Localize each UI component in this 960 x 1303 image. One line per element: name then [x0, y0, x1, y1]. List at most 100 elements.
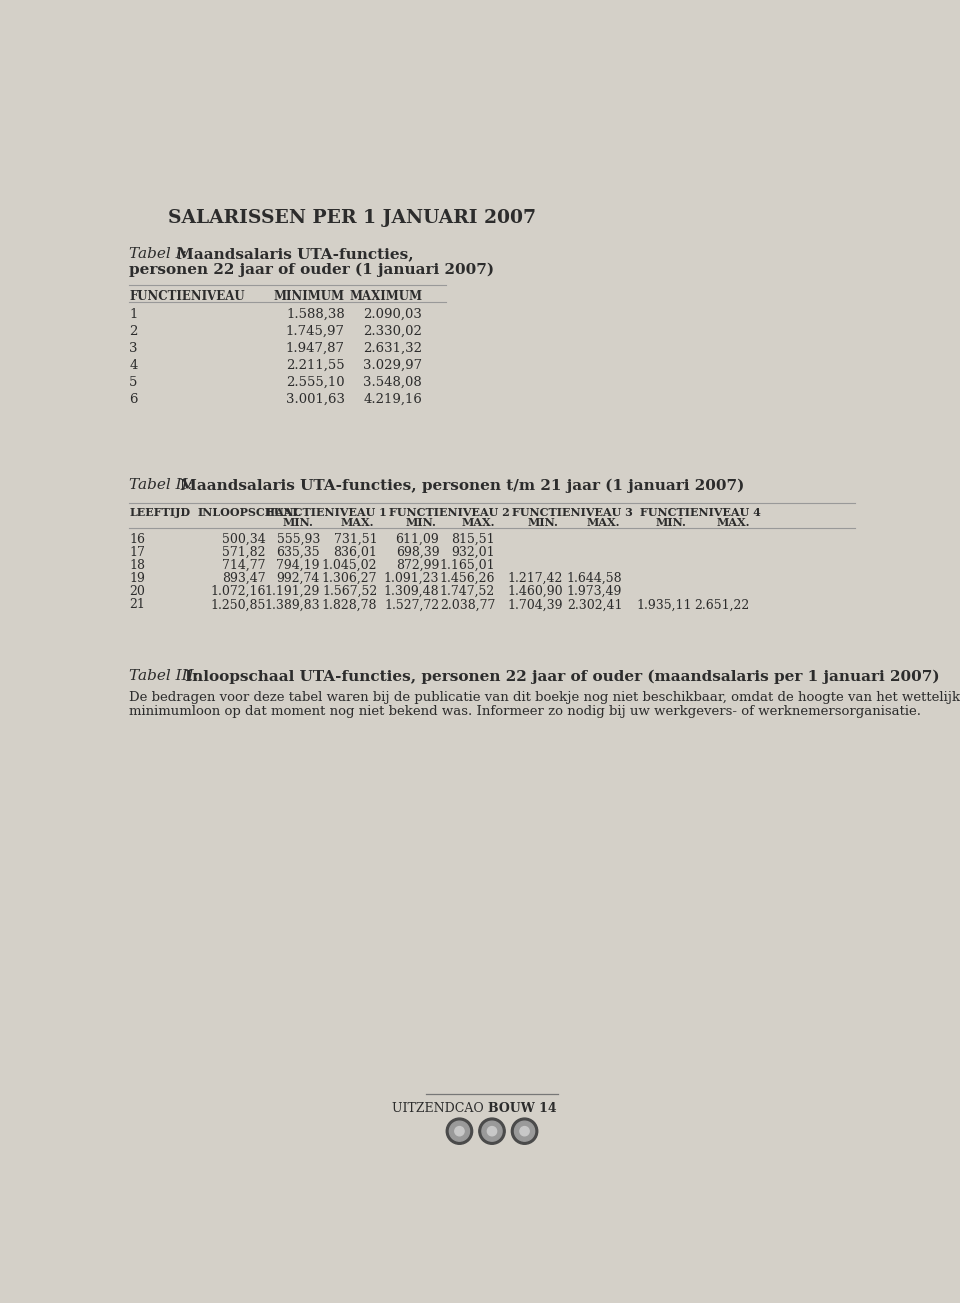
Text: 2.330,02: 2.330,02: [364, 324, 422, 337]
Text: 6: 6: [130, 392, 138, 405]
Text: 2.090,03: 2.090,03: [364, 308, 422, 321]
Text: 1.389,83: 1.389,83: [264, 598, 320, 611]
Text: MAX.: MAX.: [341, 517, 373, 529]
Text: 1.527,72: 1.527,72: [384, 598, 440, 611]
Text: SALARISSEN PER 1 JANUARI 2007: SALARISSEN PER 1 JANUARI 2007: [168, 208, 536, 227]
Text: 5: 5: [130, 375, 137, 388]
Text: 1.973,49: 1.973,49: [566, 585, 622, 598]
Text: 1.091,23: 1.091,23: [384, 572, 440, 585]
Text: personen 22 jaar of ouder (1 januari 2007): personen 22 jaar of ouder (1 januari 200…: [130, 263, 494, 278]
Text: 1.747,52: 1.747,52: [440, 585, 495, 598]
Text: minimumloon op dat moment nog niet bekend was. Informeer zo nodig bij uw werkgev: minimumloon op dat moment nog niet beken…: [130, 705, 922, 718]
Circle shape: [482, 1121, 502, 1141]
Text: Tabel I:: Tabel I:: [130, 248, 187, 261]
Text: MAXIMUM: MAXIMUM: [349, 291, 422, 304]
Text: 3.001,63: 3.001,63: [286, 392, 345, 405]
Text: 17: 17: [130, 546, 145, 559]
Text: FUNCTIENIVEAU 3: FUNCTIENIVEAU 3: [513, 507, 633, 517]
Circle shape: [479, 1118, 505, 1144]
Text: UITZENDCAO: UITZENDCAO: [393, 1102, 488, 1115]
Text: 1.191,29: 1.191,29: [265, 585, 320, 598]
Text: 1.309,48: 1.309,48: [384, 585, 440, 598]
Text: MAX.: MAX.: [716, 517, 750, 529]
Text: MAX.: MAX.: [587, 517, 620, 529]
Circle shape: [512, 1118, 538, 1144]
Text: 794,19: 794,19: [276, 559, 320, 572]
Text: Inloopschaal UTA-functies, personen 22 jaar of ouder (maandsalaris per 1 januari: Inloopschaal UTA-functies, personen 22 j…: [185, 670, 940, 684]
Text: LEEFTIJD: LEEFTIJD: [130, 507, 190, 517]
Text: MINIMUM: MINIMUM: [274, 291, 345, 304]
Text: Tabel III:: Tabel III:: [130, 670, 199, 683]
Text: 1.217,42: 1.217,42: [508, 572, 564, 585]
Text: 1.460,90: 1.460,90: [508, 585, 564, 598]
Text: 635,35: 635,35: [276, 546, 320, 559]
Text: 815,51: 815,51: [451, 533, 495, 546]
Text: De bedragen voor deze tabel waren bij de publicatie van dit boekje nog niet besc: De bedragen voor deze tabel waren bij de…: [130, 691, 960, 704]
Text: MIN.: MIN.: [656, 517, 686, 529]
Circle shape: [455, 1127, 464, 1136]
Text: 555,93: 555,93: [276, 533, 320, 546]
Text: 872,99: 872,99: [396, 559, 440, 572]
Text: 2.651,22: 2.651,22: [694, 598, 750, 611]
Circle shape: [488, 1127, 496, 1136]
Text: 2.631,32: 2.631,32: [363, 341, 422, 354]
Text: 1.828,78: 1.828,78: [322, 598, 377, 611]
Text: 1.456,26: 1.456,26: [440, 572, 495, 585]
Text: 1.250,85: 1.250,85: [210, 598, 266, 611]
Text: FUNCTIENIVEAU 1: FUNCTIENIVEAU 1: [266, 507, 387, 517]
Text: 1.588,38: 1.588,38: [286, 308, 345, 321]
Text: 1.745,97: 1.745,97: [286, 324, 345, 337]
Text: BOUW 14: BOUW 14: [488, 1102, 557, 1115]
Text: 1.935,11: 1.935,11: [636, 598, 692, 611]
Circle shape: [449, 1121, 469, 1141]
Text: 3.029,97: 3.029,97: [363, 358, 422, 371]
Text: 1.704,39: 1.704,39: [508, 598, 564, 611]
Text: Tabel II:: Tabel II:: [130, 478, 193, 493]
Text: FUNCTIENIVEAU 2: FUNCTIENIVEAU 2: [389, 507, 510, 517]
Text: 18: 18: [130, 559, 145, 572]
Text: 2.211,55: 2.211,55: [286, 358, 345, 371]
Text: 21: 21: [130, 598, 145, 611]
Text: Maandsalaris UTA-functies,: Maandsalaris UTA-functies,: [178, 248, 414, 261]
Text: 2: 2: [130, 324, 137, 337]
Text: 571,82: 571,82: [222, 546, 266, 559]
Text: 4: 4: [130, 358, 137, 371]
Text: 1: 1: [130, 308, 137, 321]
Text: 1.072,16: 1.072,16: [210, 585, 266, 598]
Text: 1.045,02: 1.045,02: [322, 559, 377, 572]
Text: 1.165,01: 1.165,01: [440, 559, 495, 572]
Text: 1.306,27: 1.306,27: [322, 572, 377, 585]
Text: FUNCTIENIVEAU 4: FUNCTIENIVEAU 4: [639, 507, 760, 517]
Text: 2.038,77: 2.038,77: [440, 598, 495, 611]
Text: MIN.: MIN.: [282, 517, 313, 529]
Text: 500,34: 500,34: [222, 533, 266, 546]
Text: 1.567,52: 1.567,52: [322, 585, 377, 598]
Text: 2.555,10: 2.555,10: [286, 375, 345, 388]
Text: 3: 3: [130, 341, 138, 354]
Circle shape: [515, 1121, 535, 1141]
Text: 2.302,41: 2.302,41: [566, 598, 622, 611]
Text: MAX.: MAX.: [462, 517, 494, 529]
Text: 19: 19: [130, 572, 145, 585]
Text: 611,09: 611,09: [396, 533, 440, 546]
Text: 16: 16: [130, 533, 145, 546]
Text: 836,01: 836,01: [333, 546, 377, 559]
Text: 20: 20: [130, 585, 145, 598]
Text: 714,77: 714,77: [222, 559, 266, 572]
Text: 932,01: 932,01: [451, 546, 495, 559]
Text: 698,39: 698,39: [396, 546, 440, 559]
Text: 992,74: 992,74: [276, 572, 320, 585]
Text: MIN.: MIN.: [528, 517, 559, 529]
Circle shape: [520, 1127, 529, 1136]
Text: 3.548,08: 3.548,08: [364, 375, 422, 388]
Text: 893,47: 893,47: [222, 572, 266, 585]
Circle shape: [446, 1118, 472, 1144]
Text: 731,51: 731,51: [334, 533, 377, 546]
Text: Maandsalaris UTA-functies, personen t/m 21 jaar (1 januari 2007): Maandsalaris UTA-functies, personen t/m …: [180, 478, 745, 493]
Text: 1.644,58: 1.644,58: [566, 572, 622, 585]
Text: MIN.: MIN.: [406, 517, 437, 529]
Text: FUNCTIENIVEAU: FUNCTIENIVEAU: [130, 291, 245, 304]
Text: 1.947,87: 1.947,87: [286, 341, 345, 354]
Text: 4.219,16: 4.219,16: [364, 392, 422, 405]
Text: INLOOPSCHAAL: INLOOPSCHAAL: [198, 507, 300, 517]
